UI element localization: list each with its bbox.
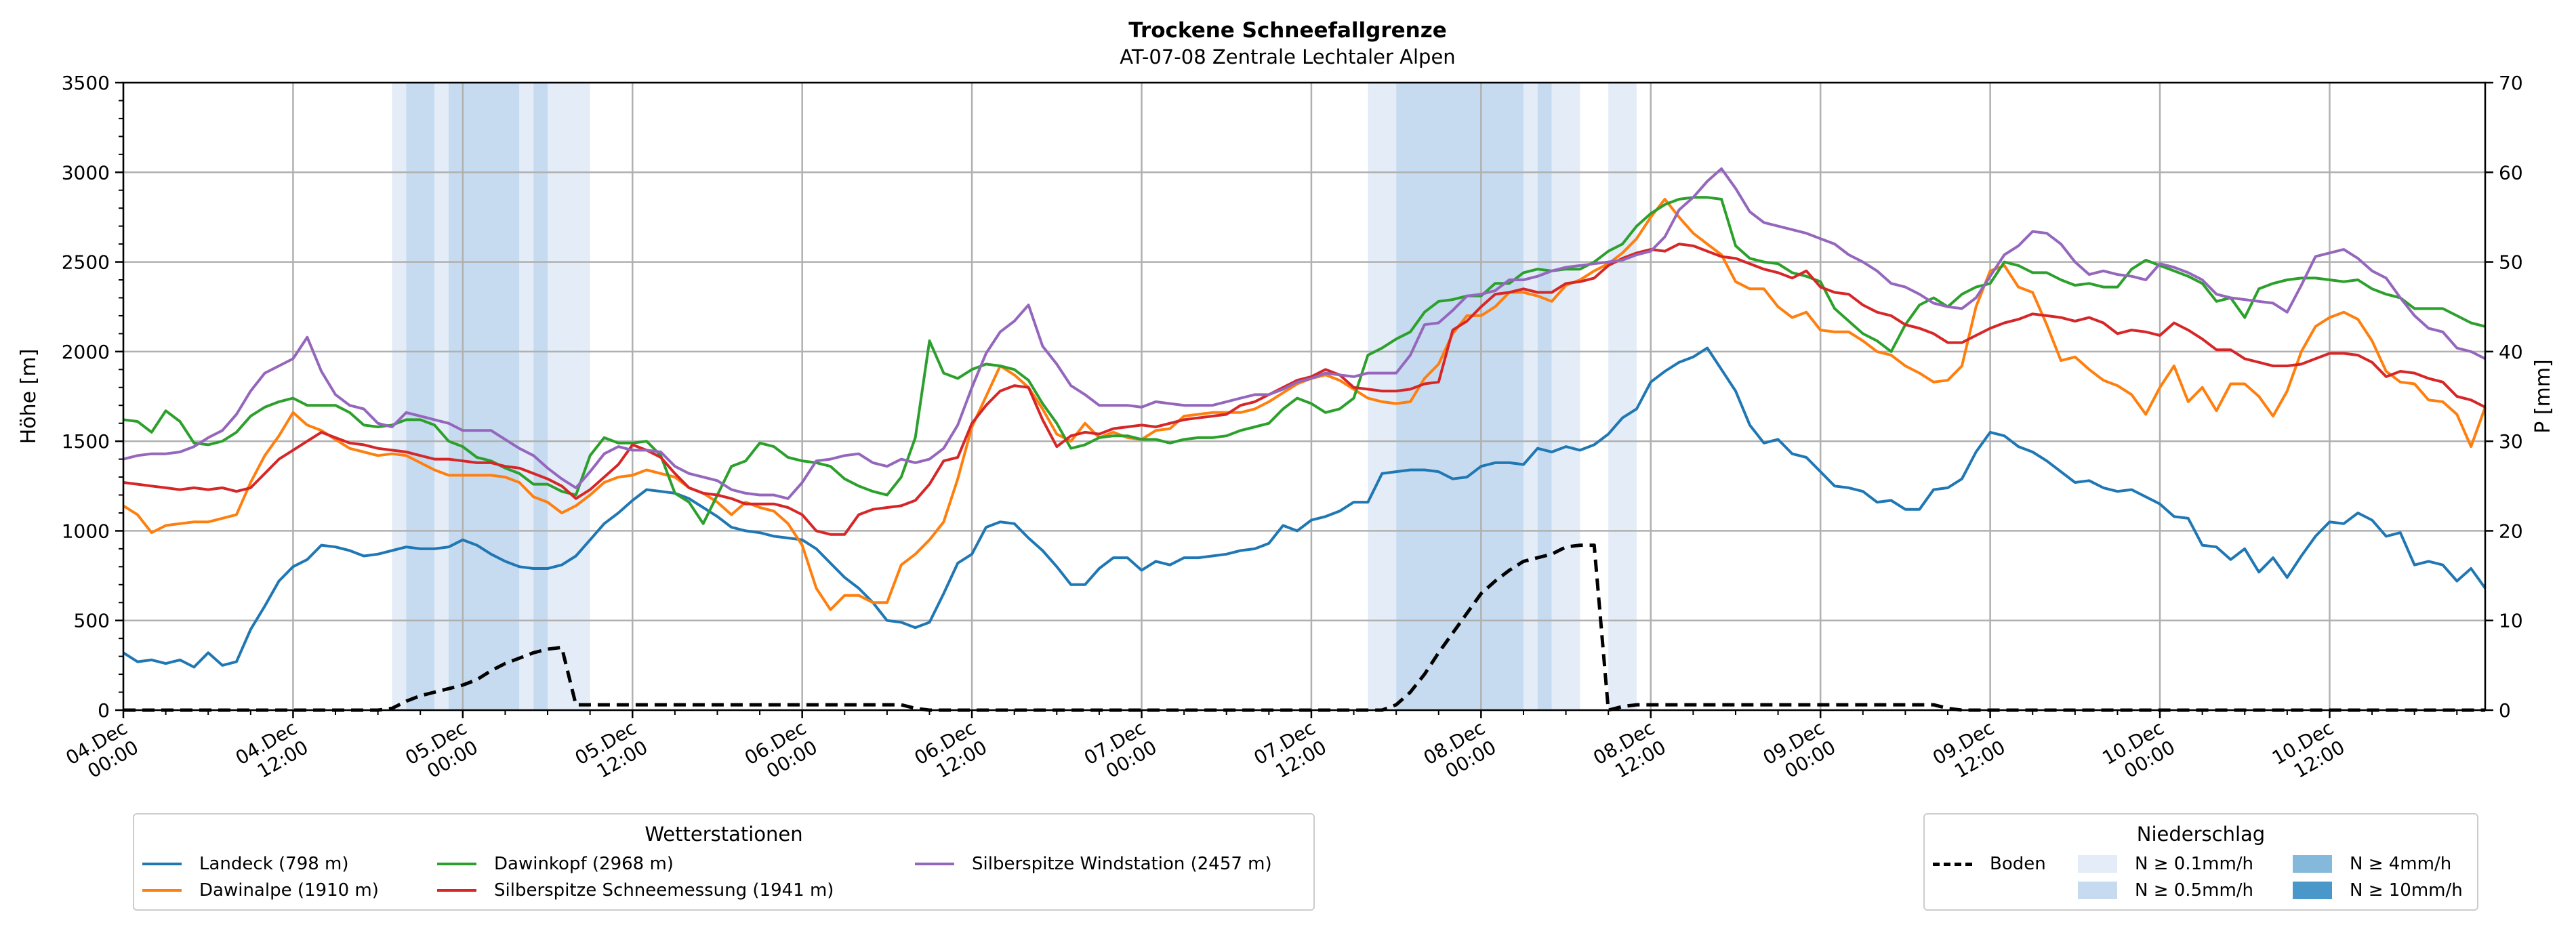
y-axis-right-ticks: 0 10 20 30 40 50 60 70 (2485, 72, 2523, 722)
y-tick-label-left: 0 (98, 699, 110, 722)
x-axis-ticks: 04.Dec00:00 04.Dec12:00 05.Dec00:00 05.Dec1… (62, 710, 2458, 789)
y-axis-left-label: Höhe [m] (17, 349, 41, 445)
y-tick-label-right: 60 (2499, 161, 2523, 184)
precipitation-bands (392, 83, 1637, 710)
precip-band (1608, 83, 1637, 710)
series-line (123, 196, 2486, 525)
y-tick-label-right: 40 (2499, 341, 2523, 363)
y-tick-label-left: 3500 (62, 72, 110, 94)
legend-swatch-dashed (1933, 862, 1972, 866)
y-tick-label-right: 50 (2499, 251, 2523, 274)
y-tick-label-right: 70 (2499, 72, 2523, 94)
y-axis-left-ticks: 0 500 1000 1500 2000 2500 3000 3500 (62, 72, 123, 722)
precip-band (519, 83, 534, 710)
legend-swatch-patch (2293, 855, 2332, 873)
legend-entry-dawinkopf: Dawinkopf (2968 m) (437, 854, 674, 874)
legend-precipitation: Niederschlag Boden N ≥ 0.1mm/h N ≥ 0.5mm… (1923, 813, 2478, 911)
precip-band (533, 83, 548, 710)
legend-entry-silberspitze-windstation: Silberspitze Windstation (2457 m) (915, 854, 1272, 874)
legend-entry-n4: N ≥ 4mm/h (2293, 854, 2451, 874)
x-tick-label: 08.Dec12:00 (1589, 716, 1669, 789)
y-tick-label-left: 1000 (62, 520, 110, 542)
precip-band (548, 83, 590, 710)
legend-entry-n10: N ≥ 10mm/h (2293, 880, 2463, 901)
precip-band (392, 83, 407, 710)
x-tick-label: 07.Dec12:00 (1250, 716, 1330, 789)
y-tick-label-left: 1500 (62, 430, 110, 453)
precip-band (1368, 83, 1397, 710)
series-line-boden (123, 543, 2485, 712)
precip-band (448, 83, 520, 710)
legend-stations: Wetterstationen Landeck (798 m) Dawinalp… (133, 813, 1315, 911)
x-tick-label: 05.Dec00:00 (401, 716, 481, 789)
legend-stations-title: Wetterstationen (645, 823, 803, 846)
y-tick-label-right: 20 (2499, 520, 2523, 542)
y-tick-label-right: 10 (2499, 610, 2523, 632)
y-tick-label-left: 500 (74, 610, 110, 632)
legend-entry-landeck: Landeck (798 m) (142, 854, 349, 874)
x-tick-label: 10.Dec00:00 (2099, 716, 2179, 789)
legend-swatch (142, 889, 182, 892)
x-tick-label: 10.Dec12:00 (2268, 716, 2348, 789)
series-line (123, 167, 2486, 500)
x-tick-label: 08.Dec00:00 (1420, 716, 1500, 789)
precip-band (1537, 83, 1552, 710)
precip-band (434, 83, 449, 710)
x-tick-label: 04.Dec00:00 (62, 716, 142, 789)
legend-entry-n01: N ≥ 0.1mm/h (2078, 854, 2253, 874)
legend-entry-silberspitze-schneemessung: Silberspitze Schneemessung (1941 m) (437, 880, 834, 901)
legend-swatch (915, 863, 954, 865)
precip-band (406, 83, 435, 710)
chart-subtitle: AT-07-08 Zentrale Lechtaler Alpen (1120, 45, 1455, 68)
series-line (123, 243, 2486, 536)
x-tick-label: 06.Dec00:00 (741, 716, 821, 789)
y-tick-label-left: 2000 (62, 341, 110, 363)
legend-swatch (142, 863, 182, 865)
x-tick-label: 09.Dec12:00 (1929, 716, 2009, 789)
legend-precipitation-title: Niederschlag (2136, 823, 2266, 846)
legend-swatch (437, 863, 476, 865)
precip-band (1551, 83, 1580, 710)
y-tick-label-right: 0 (2499, 699, 2511, 722)
plot-frame (122, 81, 2487, 711)
legend-swatch-patch (2078, 855, 2117, 873)
y-axis-right-label: P [mm] (2531, 359, 2555, 433)
y-tick-label-right: 30 (2499, 430, 2523, 453)
legend-entry-boden: Boden (1933, 854, 2046, 874)
legend-swatch-patch (2293, 882, 2332, 899)
y-tick-label-left: 2500 (62, 251, 110, 274)
x-tick-label: 07.Dec00:00 (1080, 716, 1160, 789)
x-tick-label: 06.Dec12:00 (911, 716, 991, 789)
chart-title: Trockene Schneefallgrenze (1128, 18, 1447, 43)
legend-entry-n05: N ≥ 0.5mm/h (2078, 880, 2253, 901)
x-tick-label: 09.Dec00:00 (1759, 716, 1839, 789)
legend-swatch (437, 889, 476, 892)
x-tick-label: 04.Dec12:00 (232, 716, 312, 789)
x-tick-label: 05.Dec12:00 (571, 716, 651, 789)
series-line (122, 346, 2487, 669)
legend-entry-dawinalpe: Dawinalpe (1910 m) (142, 880, 379, 901)
y-tick-label-left: 3000 (62, 161, 110, 184)
legend-swatch-patch (2078, 882, 2117, 899)
precip-band (1523, 83, 1538, 710)
series-lines (122, 167, 2487, 712)
precip-band (1396, 83, 1524, 710)
